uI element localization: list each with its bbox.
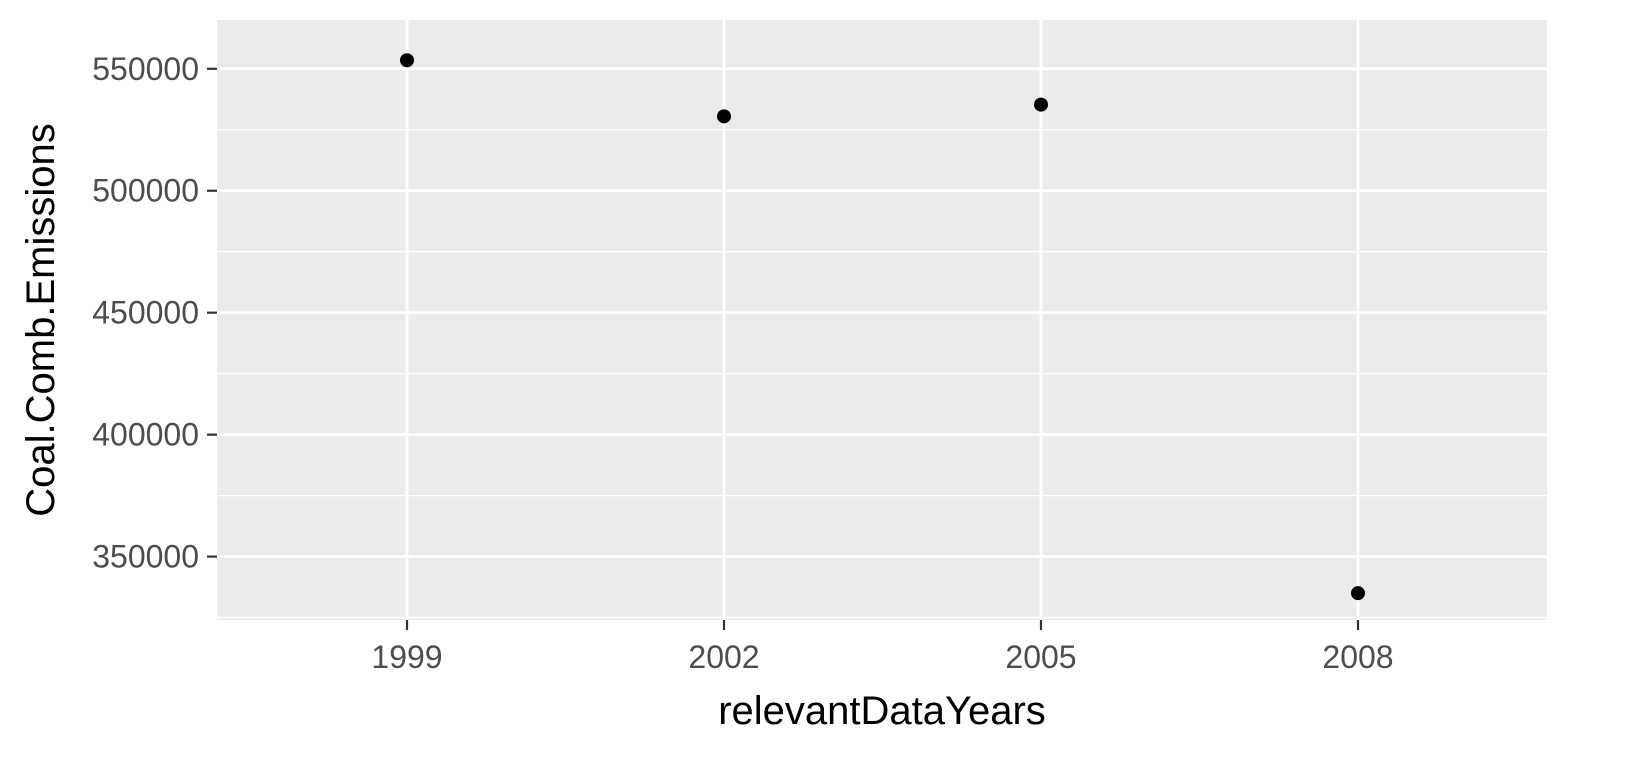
x-tick-label: 1999 [371, 639, 442, 675]
plot-panel [217, 20, 1547, 620]
x-tick-label: 2008 [1322, 639, 1393, 675]
x-axis-ticks: 1999 2002 2005 2008 [371, 620, 1394, 675]
data-point [400, 53, 414, 68]
data-point [1351, 586, 1365, 601]
x-tick-label: 2002 [688, 639, 759, 675]
data-point [1034, 97, 1048, 112]
data-point [717, 109, 731, 124]
y-tick-label: 450000 [92, 295, 199, 331]
y-tick-label: 400000 [92, 417, 199, 453]
minor-gridlines-y [217, 129, 1547, 619]
y-axis-ticks: 350000 400000 450000 500000 550000 [92, 51, 217, 575]
data-points [400, 53, 1365, 601]
y-tick-label: 550000 [92, 51, 199, 87]
x-axis-title: relevantDataYears [718, 689, 1046, 733]
y-axis-title: Coal.Comb.Emissions [19, 123, 63, 516]
y-tick-label: 500000 [92, 173, 199, 209]
x-tick-label: 2005 [1005, 639, 1076, 675]
y-tick-label: 350000 [92, 539, 199, 575]
major-gridlines-y [217, 67, 1547, 558]
